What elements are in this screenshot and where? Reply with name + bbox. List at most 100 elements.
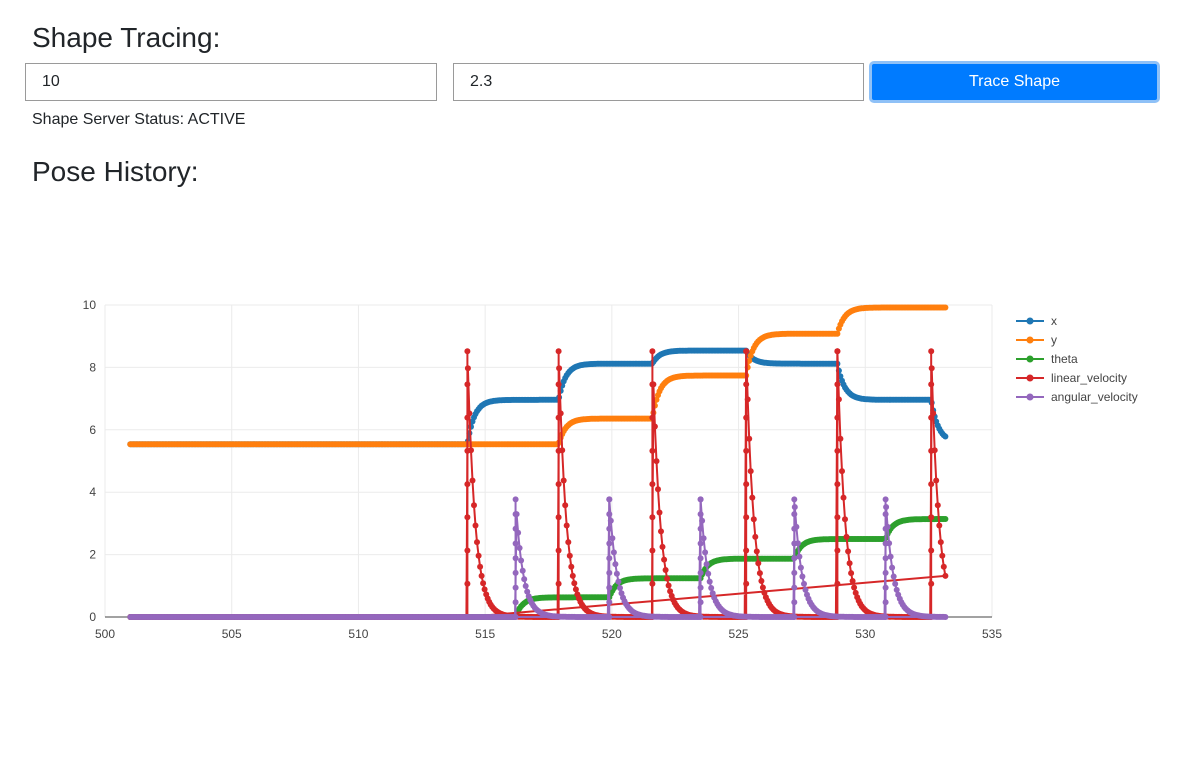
data-point: [942, 433, 949, 440]
series-linear-velocity: [127, 348, 949, 620]
legend-swatch-marker: [1026, 355, 1034, 363]
data-point: [702, 549, 709, 556]
data-point: [667, 588, 674, 595]
data-point: [521, 576, 528, 583]
shape-param-input-2[interactable]: [453, 63, 864, 101]
legend-swatch-marker: [1026, 393, 1034, 401]
trace-shape-button[interactable]: Trace Shape: [869, 61, 1160, 103]
data-point: [606, 555, 613, 562]
data-point: [940, 563, 947, 570]
data-point: [840, 494, 847, 501]
shape-param-input-1[interactable]: [25, 63, 437, 101]
legend-item-angular-velocity[interactable]: angular_velocity: [1016, 390, 1138, 404]
data-point: [607, 517, 614, 524]
data-point: [743, 414, 750, 421]
data-point: [846, 560, 853, 567]
data-point: [697, 540, 704, 547]
data-point: [893, 586, 900, 593]
data-point: [703, 561, 710, 568]
data-point: [697, 555, 704, 562]
data-point: [555, 447, 562, 454]
data-point: [705, 570, 712, 577]
data-point: [555, 481, 562, 488]
data-point: [477, 563, 484, 570]
data-point: [928, 514, 935, 521]
data-point: [700, 535, 707, 542]
data-point: [464, 381, 471, 388]
data-point: [464, 414, 471, 421]
data-point: [512, 496, 519, 503]
data-point: [743, 481, 750, 488]
data-point: [512, 599, 519, 606]
data-point: [697, 496, 704, 503]
data-point: [791, 584, 798, 591]
server-status-text: Shape Server Status: ACTIVE: [32, 111, 246, 128]
legend-item-linear-velocity[interactable]: linear_velocity: [1016, 371, 1127, 385]
data-point: [842, 516, 848, 523]
data-point: [892, 580, 899, 587]
data-point: [615, 578, 622, 585]
data-point: [835, 396, 842, 403]
data-point: [889, 564, 896, 571]
legend-swatch-marker: [1026, 336, 1034, 344]
data-point: [791, 504, 798, 510]
data-point: [839, 468, 845, 475]
pose-history-title: Pose History:: [32, 156, 199, 187]
data-point: [609, 535, 616, 542]
data-point: [649, 348, 656, 355]
data-point: [759, 584, 766, 591]
data-point: [512, 511, 519, 518]
data-point: [556, 365, 563, 372]
x-tick-label: 530: [855, 627, 875, 641]
data-point: [572, 586, 579, 593]
data-point: [883, 504, 890, 510]
data-point: [882, 555, 889, 562]
data-point: [662, 567, 669, 573]
x-tick-label: 525: [729, 627, 749, 641]
data-point: [651, 423, 658, 430]
data-point: [933, 477, 940, 484]
x-tick-label: 535: [982, 627, 1002, 641]
data-point: [882, 599, 889, 606]
data-point: [882, 540, 889, 547]
data-point: [928, 481, 935, 488]
data-point: [664, 575, 671, 582]
legend-item-x[interactable]: x: [1016, 314, 1057, 328]
data-point: [849, 578, 856, 584]
data-point: [613, 570, 620, 577]
y-tick-label: 0: [89, 610, 96, 624]
data-point: [697, 614, 704, 620]
legend-label: linear_velocity: [1051, 371, 1127, 385]
data-point: [606, 614, 613, 620]
data-point: [791, 496, 798, 503]
data-point: [512, 555, 519, 562]
legend-label: y: [1051, 333, 1057, 347]
data-point: [882, 584, 889, 591]
data-point: [658, 528, 664, 535]
data-point: [753, 548, 760, 555]
data-point: [699, 517, 706, 524]
data-point: [464, 447, 471, 454]
data-point: [752, 533, 759, 540]
data-point: [464, 365, 471, 372]
data-point: [562, 502, 569, 509]
data-point: [928, 447, 935, 454]
legend-label: theta: [1051, 352, 1078, 366]
data-point: [749, 494, 756, 501]
data-point: [606, 540, 613, 547]
data-point: [758, 578, 765, 584]
data-point: [796, 553, 803, 560]
x-tick-label: 515: [475, 627, 495, 641]
data-point: [649, 447, 656, 454]
data-point: [649, 547, 656, 554]
legend-item-y[interactable]: y: [1016, 333, 1057, 347]
y-tick-label: 4: [89, 485, 96, 499]
chart-grid: [104, 304, 993, 617]
data-point: [834, 348, 841, 355]
chart-legend[interactable]: xy theta linear_velocity angular_velocity: [1016, 314, 1138, 404]
data-point: [746, 357, 753, 364]
data-point: [750, 516, 757, 523]
data-point: [942, 516, 949, 522]
legend-item-theta[interactable]: theta: [1016, 352, 1078, 366]
